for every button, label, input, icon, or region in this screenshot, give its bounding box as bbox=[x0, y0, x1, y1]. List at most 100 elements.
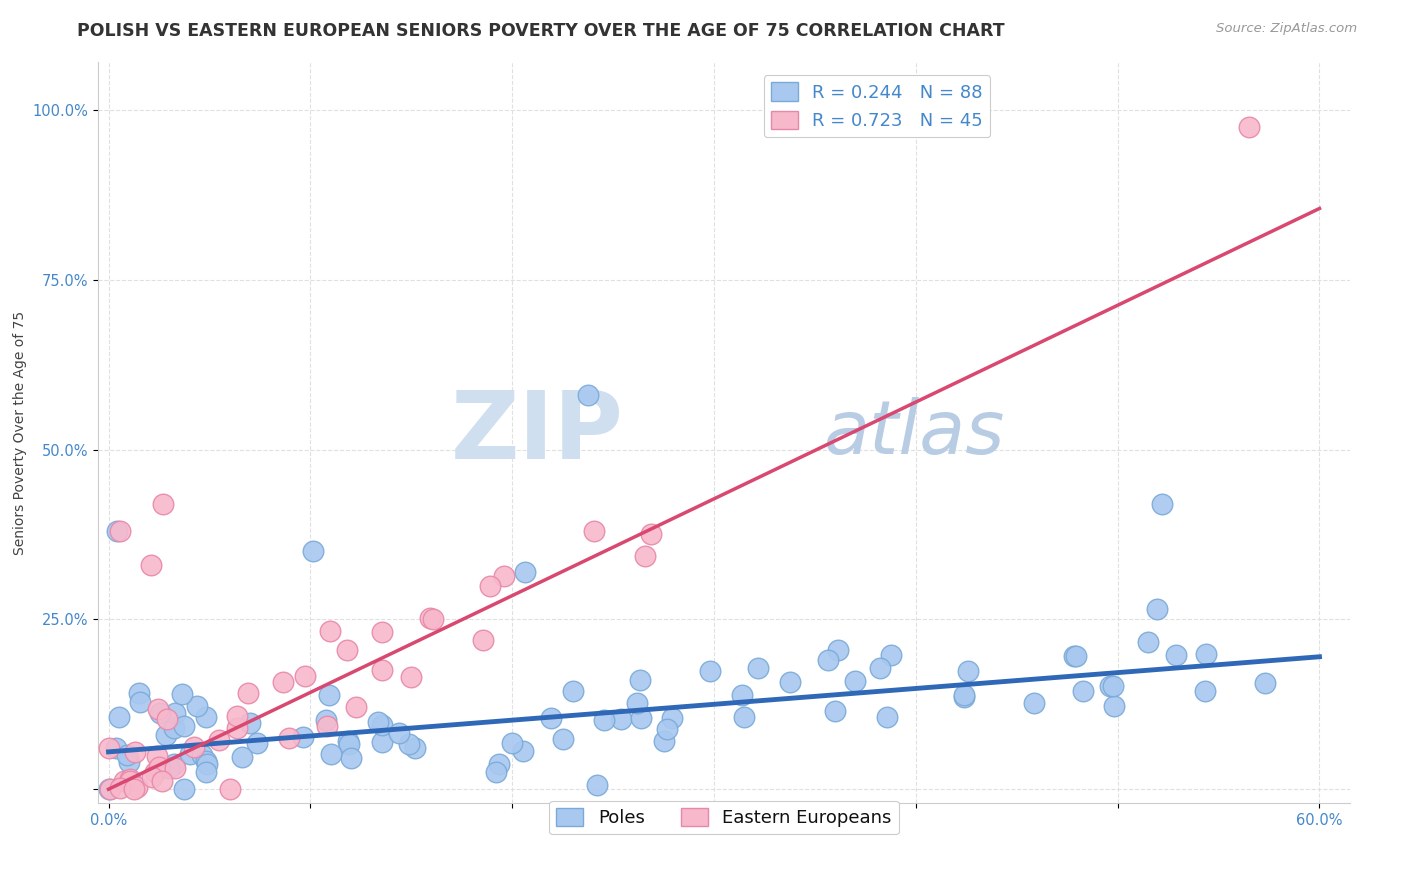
Point bbox=[155, 728, 177, 742]
Point bbox=[699, 665, 721, 679]
Point bbox=[1064, 649, 1087, 664]
Point bbox=[540, 710, 562, 724]
Point bbox=[163, 757, 186, 772]
Point bbox=[779, 674, 801, 689]
Point bbox=[485, 764, 508, 779]
Point bbox=[1063, 648, 1085, 663]
Point bbox=[626, 697, 648, 711]
Point bbox=[319, 624, 342, 638]
Point bbox=[388, 725, 411, 739]
Point bbox=[238, 686, 260, 700]
Point bbox=[1194, 684, 1216, 698]
Point bbox=[146, 749, 169, 764]
Point bbox=[170, 687, 193, 701]
Point bbox=[194, 710, 217, 724]
Point bbox=[1022, 696, 1045, 710]
Point bbox=[125, 780, 148, 795]
Point bbox=[824, 704, 846, 718]
Point bbox=[1237, 120, 1260, 134]
Point bbox=[634, 549, 657, 564]
Point bbox=[118, 755, 141, 769]
Point bbox=[104, 741, 127, 756]
Point bbox=[501, 735, 523, 749]
Point bbox=[404, 741, 426, 756]
Point bbox=[561, 683, 583, 698]
Point bbox=[108, 780, 131, 795]
Legend: Poles, Eastern Europeans: Poles, Eastern Europeans bbox=[550, 801, 898, 835]
Point bbox=[273, 675, 295, 690]
Point bbox=[179, 747, 201, 761]
Point bbox=[97, 741, 120, 756]
Text: ZIP: ZIP bbox=[451, 386, 624, 479]
Point bbox=[157, 761, 180, 775]
Point bbox=[488, 756, 510, 771]
Point bbox=[219, 782, 242, 797]
Point bbox=[194, 764, 217, 779]
Point bbox=[551, 731, 574, 746]
Point bbox=[336, 643, 359, 657]
Point bbox=[628, 673, 651, 687]
Point bbox=[163, 721, 186, 735]
Point bbox=[124, 745, 146, 759]
Point bbox=[367, 715, 389, 730]
Point bbox=[1102, 679, 1125, 693]
Point bbox=[1136, 635, 1159, 649]
Point bbox=[112, 774, 135, 789]
Point bbox=[640, 527, 662, 541]
Point bbox=[630, 711, 652, 725]
Y-axis label: Seniors Poverty Over the Age of 75: Seniors Poverty Over the Age of 75 bbox=[13, 310, 27, 555]
Point bbox=[278, 731, 301, 746]
Point bbox=[344, 700, 367, 714]
Point bbox=[733, 710, 755, 724]
Point bbox=[1254, 676, 1277, 690]
Point bbox=[513, 565, 536, 579]
Point bbox=[165, 761, 187, 775]
Point bbox=[953, 690, 976, 704]
Point bbox=[876, 710, 898, 724]
Point bbox=[315, 713, 337, 727]
Point bbox=[953, 689, 976, 703]
Point bbox=[817, 653, 839, 667]
Point bbox=[492, 569, 515, 583]
Point bbox=[371, 735, 394, 749]
Point bbox=[239, 716, 262, 731]
Point bbox=[139, 558, 162, 572]
Point bbox=[173, 719, 195, 733]
Point bbox=[398, 737, 420, 751]
Point bbox=[115, 747, 138, 762]
Point bbox=[371, 625, 394, 640]
Point bbox=[957, 664, 980, 678]
Point bbox=[143, 764, 166, 779]
Point bbox=[371, 663, 394, 677]
Point bbox=[512, 744, 534, 758]
Point bbox=[661, 711, 683, 725]
Point bbox=[593, 713, 616, 727]
Point bbox=[150, 773, 173, 788]
Text: atlas: atlas bbox=[824, 397, 1005, 468]
Point bbox=[827, 643, 849, 657]
Point bbox=[1152, 497, 1174, 511]
Point bbox=[869, 661, 891, 675]
Point bbox=[585, 778, 607, 792]
Point bbox=[98, 782, 121, 797]
Point bbox=[186, 698, 208, 713]
Point bbox=[163, 706, 186, 721]
Point bbox=[318, 688, 340, 702]
Point bbox=[141, 770, 163, 784]
Point bbox=[844, 674, 866, 689]
Point bbox=[337, 737, 360, 751]
Point bbox=[105, 524, 128, 538]
Point bbox=[149, 706, 172, 721]
Point bbox=[191, 747, 214, 762]
Point bbox=[1098, 679, 1121, 693]
Point bbox=[315, 719, 337, 733]
Point bbox=[152, 497, 174, 511]
Point bbox=[118, 772, 141, 787]
Point bbox=[747, 661, 769, 675]
Point bbox=[183, 739, 205, 754]
Text: Source: ZipAtlas.com: Source: ZipAtlas.com bbox=[1216, 22, 1357, 36]
Point bbox=[120, 773, 142, 788]
Point bbox=[128, 686, 150, 700]
Point bbox=[108, 524, 131, 538]
Point bbox=[422, 612, 444, 626]
